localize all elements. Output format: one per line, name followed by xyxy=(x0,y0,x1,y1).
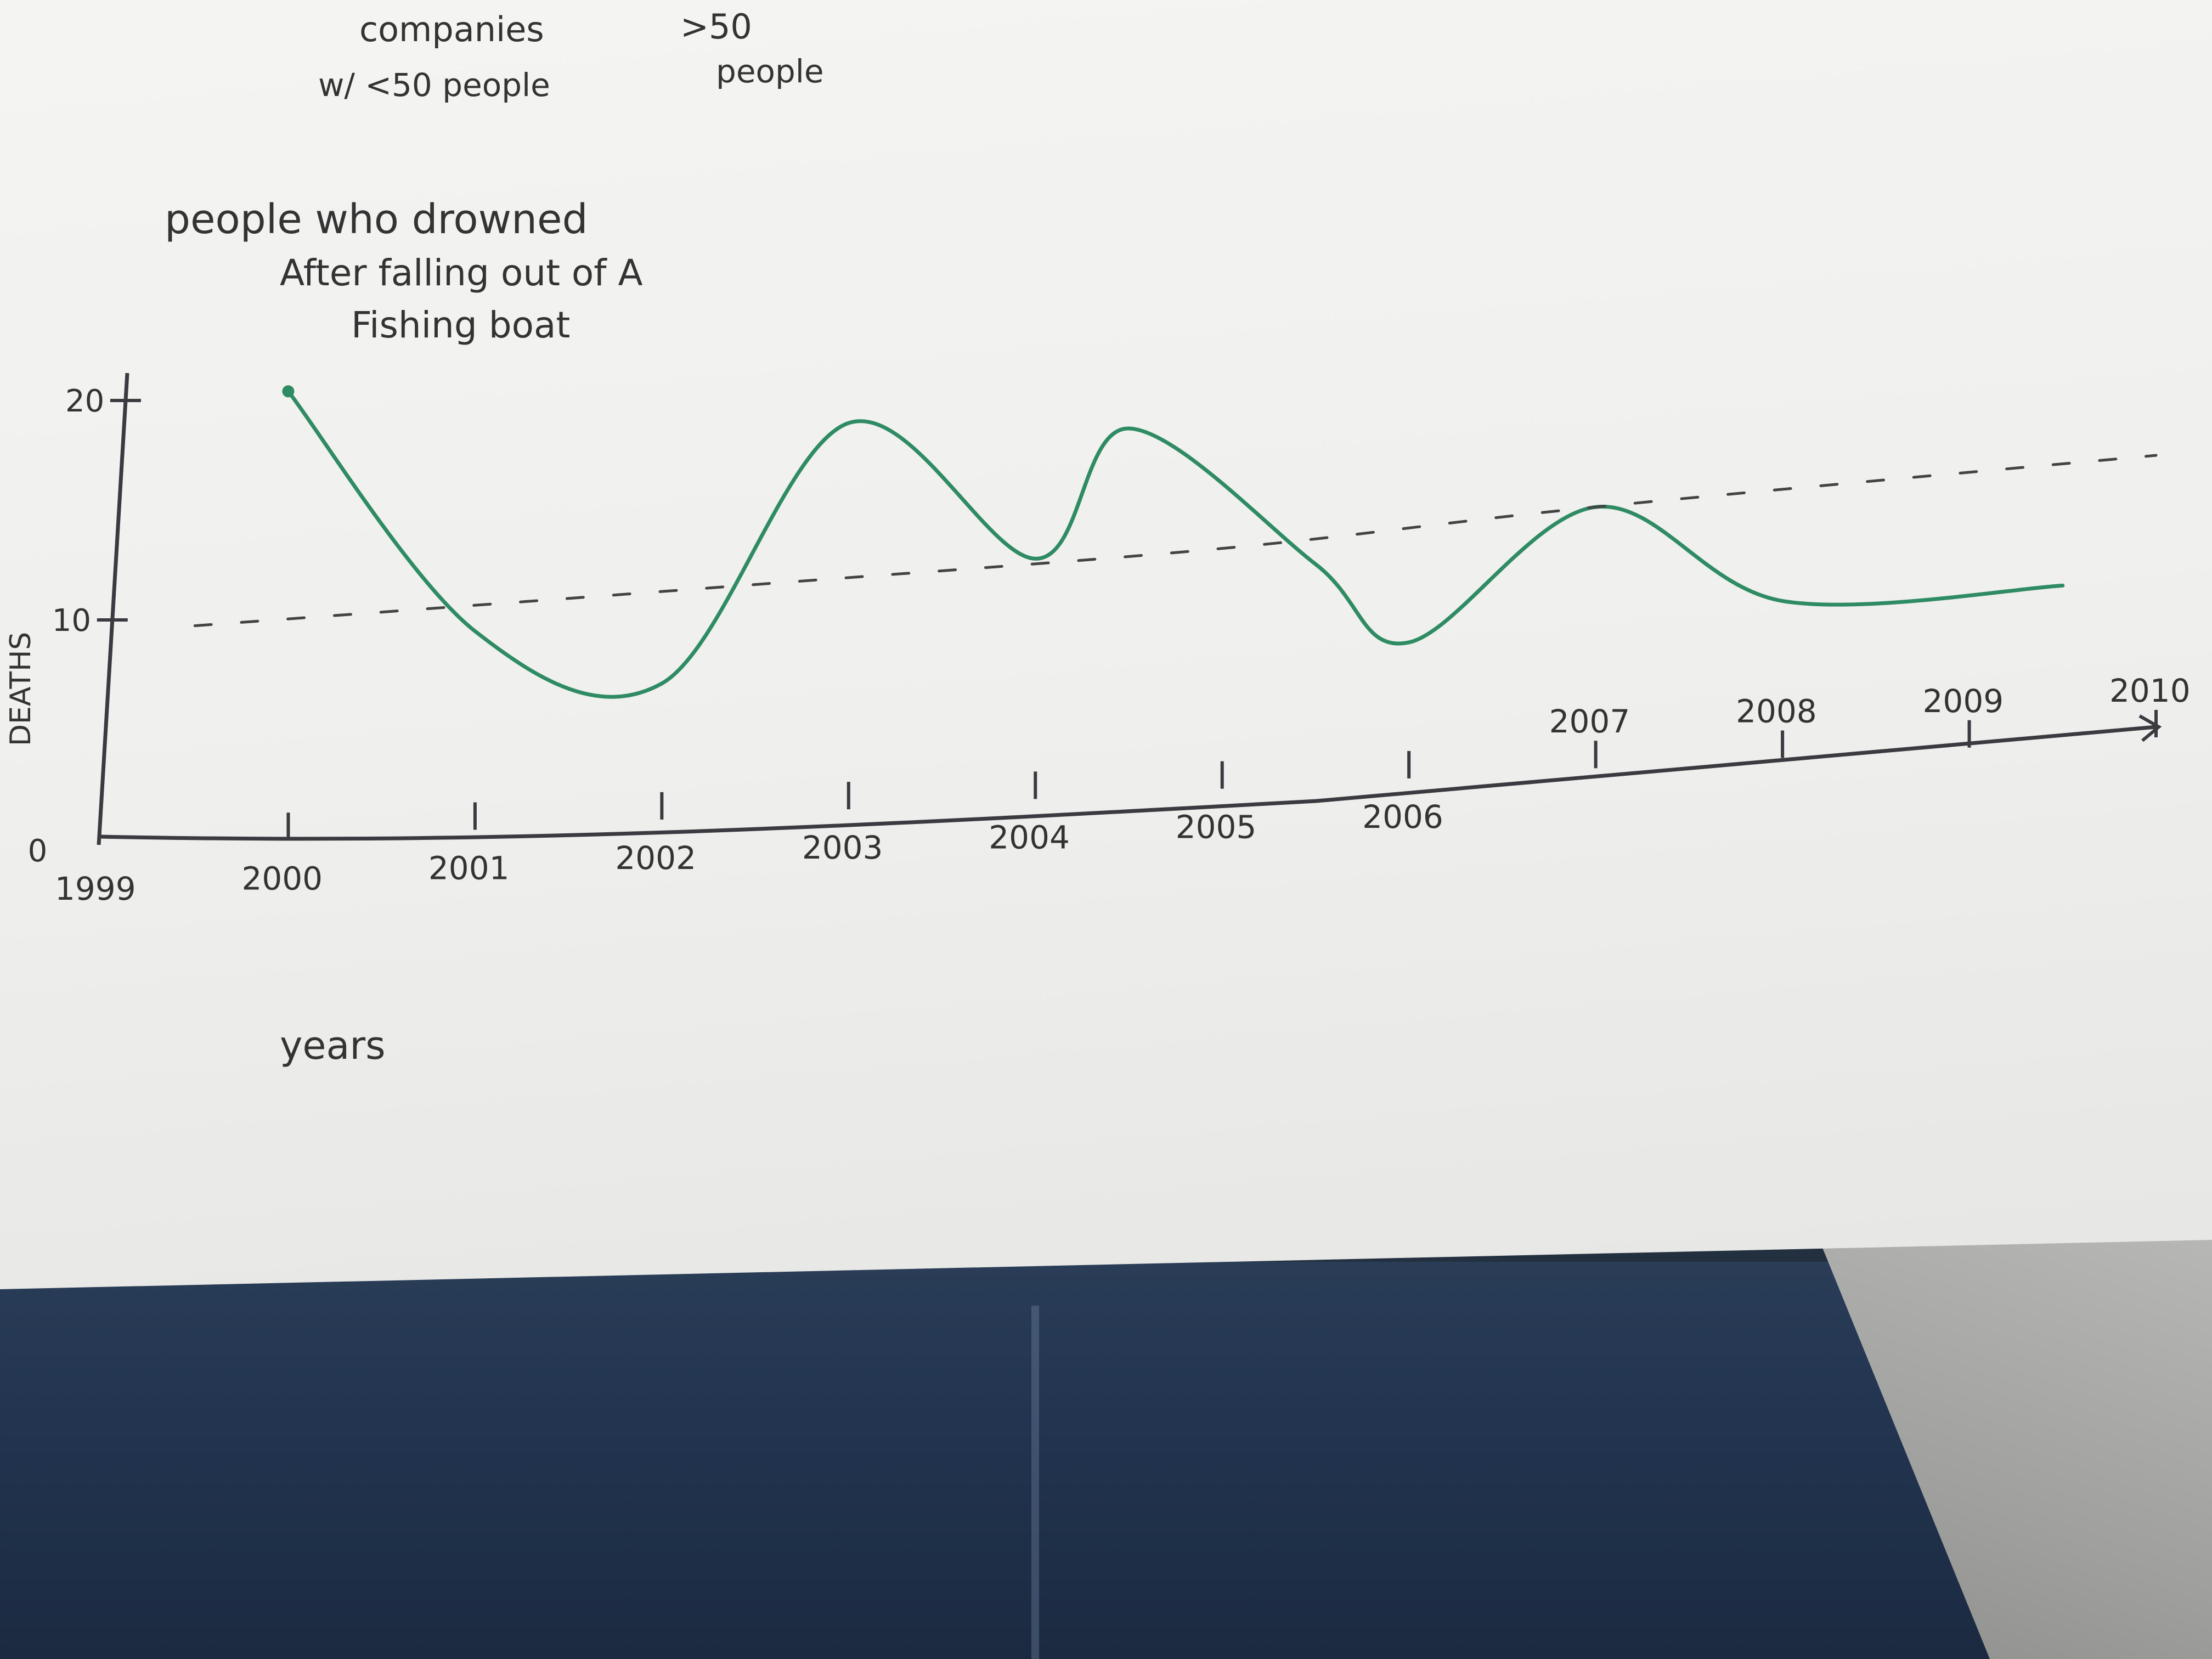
x-tick-label: 1999 xyxy=(55,870,136,907)
x-tick-label: 2008 xyxy=(1736,692,1817,730)
jeans-background xyxy=(0,1262,2212,1659)
top-notes: companies >50 w/ <50 people people xyxy=(318,7,824,104)
x-axis-arrow-icon xyxy=(2138,714,2162,742)
chart-title-line-2: After falling out of A xyxy=(280,252,643,294)
y-tick-label: 20 xyxy=(65,383,104,419)
x-tick-label: 2001 xyxy=(428,850,510,887)
dashed-trend-line xyxy=(193,454,2158,628)
x-tick-label: 2005 xyxy=(1176,809,1257,846)
chart-title: people who drowned After falling out of … xyxy=(165,196,643,346)
y-tick-label: 0 xyxy=(28,833,48,869)
jeans-seam xyxy=(1031,1306,1039,1659)
x-tick-label: 2006 xyxy=(1362,798,1443,836)
note-over-50: >50 xyxy=(680,7,752,47)
paper-sheet xyxy=(0,0,2212,1289)
chart-title-line-1: people who drowned xyxy=(165,196,588,243)
chart-title-line-3: Fishing boat xyxy=(351,304,570,346)
x-axis-label: years xyxy=(280,1023,386,1068)
x-ticks: 1999 2000 2001 2002 2003 2004 2005 2006 2007 2008… xyxy=(55,672,2191,907)
x-tick-label: 2007 xyxy=(1549,703,1630,740)
note-companies: companies xyxy=(359,9,544,49)
y-axis-line xyxy=(97,373,129,845)
x-tick-label: 2002 xyxy=(615,839,696,877)
x-tick-label: 2004 xyxy=(989,819,1070,856)
y-axis-label: DEATHS xyxy=(4,632,37,746)
x-tick-label: 2000 xyxy=(241,860,323,897)
series-start-dot xyxy=(282,385,295,398)
drowning-deaths-line xyxy=(286,389,2065,699)
x-axis-line xyxy=(98,725,2157,841)
y-ticks: 0 10 20 xyxy=(28,383,141,869)
note-people: people xyxy=(716,53,824,90)
note-under-50-people: w/ <50 people xyxy=(318,66,550,104)
x-tick-label: 2010 xyxy=(2109,672,2191,709)
x-tick-label: 2003 xyxy=(802,829,883,866)
x-tick-label: 2009 xyxy=(1923,682,2004,720)
y-tick-label: 10 xyxy=(52,603,91,639)
series-layer xyxy=(193,385,2158,699)
